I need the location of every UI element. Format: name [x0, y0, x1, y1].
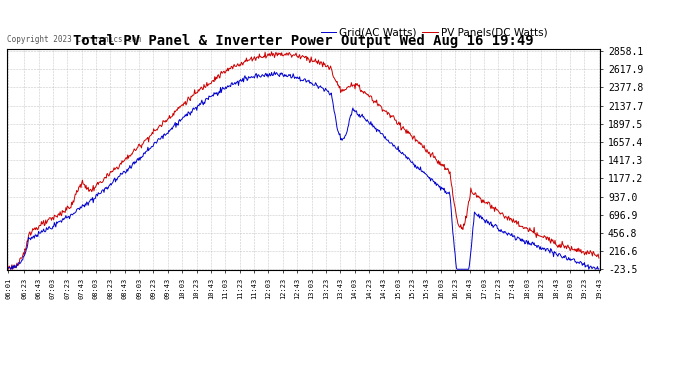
PV Panels(DC Watts) [268, 50, 276, 54]
Grid(AC Watts) [336, 132, 344, 136]
Grid(AC Watts) [125, 166, 133, 170]
Grid(AC Watts) [88, 195, 97, 200]
Title: Total PV Panel & Inverter Power Output Wed Aug 16 19:49: Total PV Panel & Inverter Power Output W… [73, 34, 534, 48]
Grid(AC Watts) [542, 247, 551, 251]
Line: Grid(AC Watts): Grid(AC Watts) [8, 72, 599, 269]
PV Panels(DC Watts) [244, 58, 252, 63]
PV Panels(DC Watts) [542, 237, 551, 242]
PV Panels(DC Watts) [126, 153, 134, 158]
PV Panels(DC Watts) [595, 256, 603, 260]
Text: Copyright 2023 Cartronics.com: Copyright 2023 Cartronics.com [7, 35, 141, 44]
Grid(AC Watts) [270, 69, 279, 74]
PV Panels(DC Watts) [6, 267, 14, 272]
PV Panels(DC Watts) [337, 90, 345, 94]
Grid(AC Watts) [453, 267, 462, 272]
Grid(AC Watts) [595, 267, 603, 271]
Grid(AC Watts) [243, 78, 251, 83]
Line: PV Panels(DC Watts): PV Panels(DC Watts) [8, 52, 599, 269]
PV Panels(DC Watts) [89, 183, 97, 188]
Grid(AC Watts) [4, 266, 12, 270]
PV Panels(DC Watts) [300, 54, 308, 59]
Legend: Grid(AC Watts), PV Panels(DC Watts): Grid(AC Watts), PV Panels(DC Watts) [317, 23, 552, 41]
PV Panels(DC Watts) [4, 267, 12, 272]
Grid(AC Watts) [299, 78, 307, 83]
